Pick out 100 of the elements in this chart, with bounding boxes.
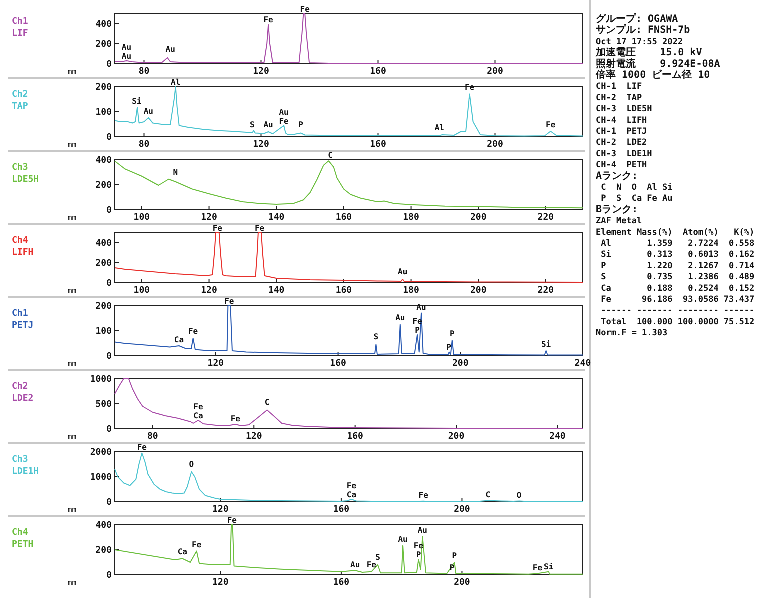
text: サンプル: FNSH-7b	[596, 24, 690, 36]
annotation: Fe	[254, 224, 265, 233]
text: Ca 0.188 0.2524 0.152	[596, 284, 755, 294]
x-tick-label: 180	[403, 213, 420, 223]
text: Element Mass(%) Atom(%) K(%)	[596, 228, 755, 238]
text: CH-2 TAP	[596, 93, 642, 104]
y-tick-label: 200	[96, 546, 112, 556]
annotation: Fe	[264, 15, 274, 24]
y-axis-title: Ch2 TAP	[12, 90, 29, 112]
annotation: Fe	[188, 326, 198, 336]
y-tick-label: 400	[96, 521, 112, 531]
annotation: Ca	[174, 336, 184, 344]
x-tick-label: 160	[336, 286, 352, 296]
x-tick-label: 200	[454, 578, 470, 588]
annotation: P	[450, 330, 455, 338]
y-tick-label: 0	[106, 498, 112, 508]
x-tick-label: 120	[246, 432, 262, 442]
annotation: Fe	[418, 491, 429, 500]
annotation: Au	[398, 268, 408, 276]
text: Oct 17 17:55 2022	[596, 37, 683, 48]
annotation: Au	[166, 45, 176, 54]
text: ------ ------- -------- ------	[596, 306, 755, 316]
text: 加速電圧 15.0 kV	[595, 46, 702, 59]
annotation: Fe	[546, 120, 556, 130]
annotation: P	[415, 326, 420, 335]
y-tick-label: 400	[96, 20, 112, 30]
x-tick-label: 200	[470, 286, 487, 296]
y-tick-label: 100	[96, 327, 112, 337]
annotation: Au	[279, 108, 290, 117]
x-tick-label: 160	[370, 67, 386, 77]
annotation: Fe	[192, 540, 202, 550]
y-tick-label: 0	[106, 571, 112, 581]
x-tick-label: 80	[138, 140, 150, 150]
annotation: Fe	[230, 414, 241, 424]
annotation: Ca	[178, 547, 188, 556]
y-axis-title: Ch2 LDE2	[12, 382, 34, 404]
annotation: Au	[418, 526, 428, 535]
text: Fe 96.186 93.0586 73.437	[596, 295, 755, 305]
text: CH-4 LIFH	[596, 116, 648, 126]
text: Total 100.000 100.0000 75.512	[596, 317, 755, 328]
x-tick-label: 240	[574, 359, 592, 369]
annotation: P	[416, 550, 422, 560]
x-tick-label: 160	[333, 578, 350, 588]
x-tick-label: 200	[448, 432, 465, 442]
annotation: Si	[541, 340, 552, 349]
text: CH-3 LDE5H	[596, 104, 652, 115]
text: Al 1.359 2.7224 0.558	[596, 239, 755, 249]
y-tick-label: 0	[106, 133, 112, 143]
text: CH-1 LIF	[596, 82, 642, 92]
annotation: Al	[171, 78, 181, 87]
annotation: Fe	[532, 564, 543, 572]
annotation: Fe	[346, 482, 357, 490]
annotation: C	[264, 398, 270, 408]
annotation: O	[189, 460, 194, 470]
x-tick-label: 200	[452, 359, 469, 369]
text: ZAF Metal	[596, 216, 642, 227]
annotation: O	[516, 491, 522, 500]
annotation: Au	[144, 106, 154, 116]
x-tick-label: 160	[336, 213, 352, 223]
y-tick-label: 0	[106, 206, 112, 216]
annotation: S	[376, 552, 381, 562]
y-tick-label: 0	[106, 352, 112, 362]
y-tick-label: 200	[96, 302, 112, 312]
text: P 1.220 2.1267 0.714	[596, 261, 755, 272]
x-tick-label: 200	[454, 505, 470, 515]
y-tick-label: 500	[96, 400, 112, 410]
text: P S Ca Fe Au	[596, 194, 673, 204]
annotation: Fe	[137, 443, 148, 452]
annotation: Fe	[227, 516, 238, 525]
annotation: P	[452, 551, 458, 560]
x-tick-label: 120	[212, 578, 229, 588]
annotation: Au	[396, 313, 406, 322]
x-tick-label: 160	[347, 432, 364, 442]
annotation: Fe	[300, 5, 310, 14]
annotation: Si	[544, 562, 554, 572]
x-tick-label: 160	[370, 140, 386, 150]
x-tick-label: 120	[201, 213, 218, 223]
x-tick-label: 80	[148, 432, 158, 442]
annotation: Au	[350, 560, 360, 570]
annotation: Au	[398, 535, 408, 544]
x-tick-label: 120	[201, 286, 218, 296]
y-tick-label: 1000	[90, 473, 112, 483]
annotation: Ca	[194, 412, 204, 420]
annotation: Fe	[224, 297, 234, 306]
x-tick-label: 180	[403, 286, 420, 296]
x-tick-label: 120	[253, 140, 270, 150]
annotation: Au	[122, 43, 132, 52]
text: S 0.735 1.2386 0.489	[596, 272, 755, 283]
x-tick-label: 220	[538, 286, 554, 296]
y-axis-title: Ch1 LIF	[12, 17, 28, 39]
text: Si 0.313 0.6013 0.162	[596, 250, 755, 260]
annotation: Fe	[212, 224, 223, 233]
y-tick-label: 200	[96, 181, 112, 191]
y-tick-label: 400	[96, 156, 112, 166]
annotation: S	[374, 332, 379, 342]
x-tick-label: 140	[268, 286, 285, 296]
x-tick-label: 200	[470, 213, 487, 223]
x-tick-label: 100	[134, 286, 150, 296]
annotation: Au	[122, 52, 132, 61]
annotation: P	[298, 120, 304, 130]
